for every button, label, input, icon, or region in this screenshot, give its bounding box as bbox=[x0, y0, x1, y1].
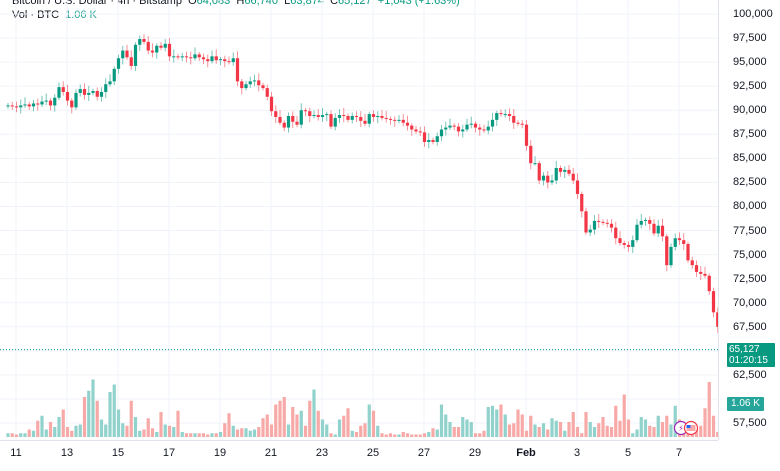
price-tick-label: 95,000 bbox=[733, 56, 767, 69]
price-tick-label: 70,000 bbox=[733, 296, 767, 309]
volume-value: 1.06 K bbox=[65, 9, 97, 21]
symbol-title: Bitcoin / U.S. Dollar · 4h · Bitstamp bbox=[12, 0, 182, 7]
last-price-badge: 65,127 01:20:15 bbox=[727, 343, 775, 367]
price-chart-plot[interactable] bbox=[0, 0, 718, 440]
volume-label: Vol · BTC bbox=[12, 9, 60, 21]
price-tick-label: 92,500 bbox=[733, 80, 767, 93]
economic-events-markers[interactable]: ⚡ bbox=[672, 420, 702, 436]
price-tick-label: 87,500 bbox=[733, 128, 767, 141]
time-tick-label: 23 bbox=[315, 447, 329, 459]
time-tick-label: 19 bbox=[213, 447, 227, 459]
low-label: L bbox=[284, 0, 291, 7]
time-tick-label: 5 bbox=[624, 447, 632, 459]
price-tick-label: 67,500 bbox=[733, 320, 767, 333]
last-price: 65,127 bbox=[729, 344, 760, 355]
time-tick-label: 11 bbox=[10, 447, 22, 459]
time-tick-label: 29 bbox=[468, 447, 482, 459]
price-tick-label: 97,500 bbox=[733, 32, 767, 45]
price-tick-label: 72,500 bbox=[733, 272, 767, 285]
high-value: 66,740 bbox=[244, 0, 279, 7]
price-tick-label: 57,500 bbox=[733, 417, 767, 429]
close-label: C bbox=[330, 0, 339, 7]
price-tick-label: 85,000 bbox=[733, 152, 767, 165]
time-tick-label: Feb bbox=[516, 447, 536, 459]
price-tick-label: 90,000 bbox=[733, 104, 767, 117]
change-value: +1,043 (+1.63%) bbox=[377, 0, 460, 7]
time-tick-label: 25 bbox=[366, 447, 380, 459]
price-tick-label: 77,500 bbox=[733, 224, 767, 237]
time-tick-label: 3 bbox=[573, 447, 581, 459]
time-tick-label: 13 bbox=[60, 447, 74, 459]
svg-text:⚡: ⚡ bbox=[678, 424, 684, 433]
volume-badge: 1.06 K bbox=[727, 397, 764, 411]
time-tick-label: 21 bbox=[264, 447, 278, 459]
price-tick-label: 82,500 bbox=[733, 176, 767, 189]
us-flag-icon[interactable] bbox=[683, 420, 699, 436]
volume-legend: Vol · BTC 1.06 K bbox=[12, 8, 97, 22]
time-tick-label: 27 bbox=[417, 447, 431, 459]
price-axis[interactable]: 100,000 97,500 95,000 92,500 90,000 87,500 85,… bbox=[718, 0, 780, 440]
price-tick-label: 75,000 bbox=[733, 248, 767, 261]
chart-legend: Bitcoin / U.S. Dollar · 4h · Bitstamp O6… bbox=[12, 0, 460, 8]
price-tick-label: 100,000 bbox=[733, 8, 773, 20]
time-axis[interactable]: 11 13 15 17 19 21 23 25 27 29 Feb 3 5 7 bbox=[0, 440, 718, 471]
time-tick-label: 7 bbox=[675, 447, 683, 459]
high-label: H bbox=[236, 0, 245, 7]
open-label: O bbox=[188, 0, 197, 7]
low-value: 63,874 bbox=[290, 0, 324, 7]
time-tick-label: 17 bbox=[162, 447, 176, 459]
open-value: 64,083 bbox=[196, 0, 231, 7]
bar-countdown: 01:20:15 bbox=[729, 355, 768, 366]
close-value: 65,127 bbox=[338, 0, 372, 7]
time-tick-label: 15 bbox=[111, 447, 125, 459]
price-tick-label: 62,500 bbox=[733, 368, 767, 381]
price-tick-label: 80,000 bbox=[733, 200, 767, 213]
